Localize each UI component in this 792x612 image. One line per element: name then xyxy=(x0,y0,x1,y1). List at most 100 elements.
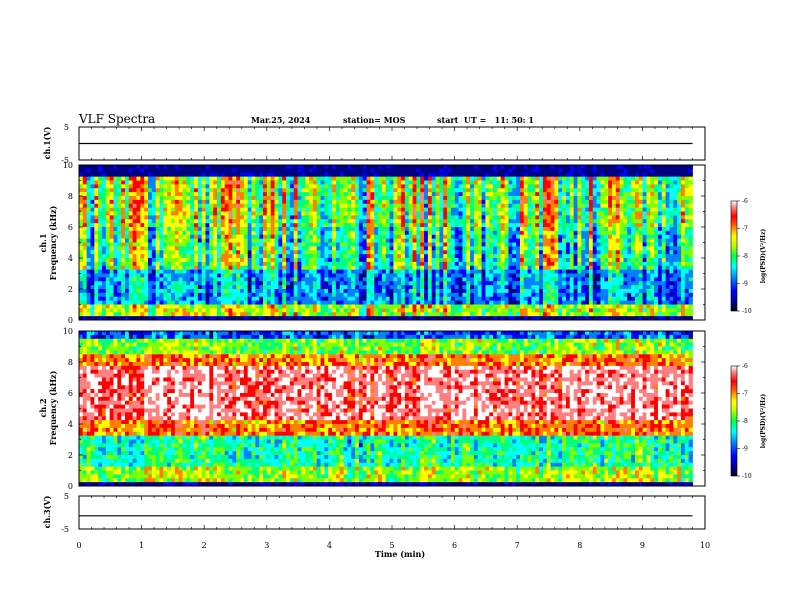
spectrogram-cell xyxy=(140,258,145,263)
spectrogram-cell xyxy=(439,223,444,228)
spectrogram-cell xyxy=(508,196,513,201)
spectrogram-cell xyxy=(305,207,310,212)
spectrogram-cell xyxy=(473,230,479,236)
spectrogram-cell xyxy=(220,261,226,267)
spectrogram-cell xyxy=(98,180,103,185)
spectrogram-cell xyxy=(301,165,306,170)
spectrogram-cell xyxy=(159,265,164,271)
spectrogram-cell xyxy=(128,246,134,251)
spectrogram-cell xyxy=(397,296,402,302)
spectrogram-cell xyxy=(316,192,321,197)
spectrogram-cell xyxy=(209,184,214,189)
spectrogram-cell xyxy=(132,230,137,236)
spectrogram-cell xyxy=(102,312,107,317)
spectrogram-cell xyxy=(320,180,325,185)
spectrogram-cell xyxy=(144,230,149,236)
spectrogram-cell xyxy=(86,273,91,278)
spectrogram-cell xyxy=(420,312,425,317)
spectrogram-cell xyxy=(190,289,195,294)
spectrogram-cell xyxy=(355,312,360,317)
spectrogram-cell xyxy=(232,227,237,232)
spectrogram-cell xyxy=(320,277,325,282)
spectrogram-cell xyxy=(493,203,498,209)
spectrogram-cell xyxy=(523,219,528,224)
spectrogram-cell xyxy=(408,192,413,197)
spectrogram-cell xyxy=(339,223,344,228)
spectrogram-cell xyxy=(527,308,532,313)
spectrogram-cell xyxy=(140,168,145,174)
spectrogram-cell xyxy=(297,223,302,228)
spectrogram-cell xyxy=(86,219,91,224)
spectrogram-cell xyxy=(121,281,126,286)
spectrogram-cell xyxy=(197,312,203,317)
spectrogram-cell xyxy=(102,250,107,255)
spectrogram-cell xyxy=(454,300,459,305)
spectrogram-cell xyxy=(228,300,233,305)
spectrogram-cell xyxy=(140,207,145,212)
spectrogram-cell xyxy=(500,289,505,294)
spectrogram-cell xyxy=(316,215,321,220)
spectrogram-cell xyxy=(125,304,130,309)
spectrogram-cell xyxy=(159,292,164,298)
spectrogram-cell xyxy=(416,273,421,278)
spectrogram-cell xyxy=(159,234,164,240)
spectrogram-cell xyxy=(82,196,88,201)
spectrogram-cell xyxy=(378,292,383,298)
spectrogram-cell xyxy=(113,192,118,197)
spectrogram-cell xyxy=(424,277,429,282)
spectrogram-cell xyxy=(378,250,383,255)
spectrogram-cell xyxy=(508,203,513,209)
spectrogram-cell xyxy=(305,199,310,205)
spectrogram-cell xyxy=(121,184,126,189)
spectrogram-cell xyxy=(90,292,95,298)
spectrogram-cell xyxy=(148,172,153,178)
spectrogram-cell xyxy=(167,304,172,309)
spectrogram-cell xyxy=(450,184,456,189)
spectrogram-cell xyxy=(512,196,517,201)
spectrogram-cell xyxy=(182,285,187,290)
spectrogram-cell xyxy=(305,192,310,197)
spectrogram-cell xyxy=(458,300,463,305)
spectrogram-cell xyxy=(389,261,394,267)
spectrogram-cell xyxy=(393,180,398,185)
spectrogram-cell xyxy=(79,304,84,309)
spectrogram-cell xyxy=(209,215,214,220)
spectrogram-cell xyxy=(155,184,160,189)
spectrogram-cell xyxy=(220,176,226,181)
spectrogram-cell xyxy=(339,184,344,189)
spectrogram-cell xyxy=(240,192,245,197)
spectrogram-cell xyxy=(470,277,475,282)
spectrogram-cell xyxy=(412,265,417,271)
spectrogram-cell xyxy=(516,227,521,232)
spectrogram-cell xyxy=(466,184,471,189)
spectrogram-cell xyxy=(297,308,302,313)
spectrogram-cell xyxy=(190,312,195,317)
spectrogram-cell xyxy=(266,292,272,298)
spectrogram-cell xyxy=(362,238,367,243)
spectrogram-cell xyxy=(412,292,417,298)
spectrogram-cell xyxy=(489,277,494,282)
spectrogram-cell xyxy=(473,207,479,212)
spectrogram-cell xyxy=(270,234,275,240)
spectrogram-cell xyxy=(90,254,95,259)
spectrogram-cell xyxy=(289,238,295,243)
spectrogram-cell xyxy=(117,207,122,212)
spectrogram-cell xyxy=(389,296,394,302)
spectrogram-cell xyxy=(378,273,383,278)
spectrogram-cell xyxy=(255,192,260,197)
spectrogram-cell xyxy=(508,246,513,251)
spectrogram-cell xyxy=(358,265,364,271)
spectrogram-cell xyxy=(393,227,398,232)
spectrogram-cell xyxy=(485,258,490,263)
spectrogram-cell xyxy=(416,219,421,224)
spectrogram-cell xyxy=(347,203,352,209)
spectrogram-cell xyxy=(274,316,279,321)
spectrogram-cell xyxy=(301,180,306,185)
spectrogram-cell xyxy=(86,223,91,228)
spectrogram-cell xyxy=(178,238,183,243)
spectrogram-cell xyxy=(309,254,314,259)
spectrogram-cell xyxy=(542,234,548,240)
spectrogram-cell xyxy=(493,312,498,317)
spectrogram-cell xyxy=(297,304,302,309)
spectrogram-cell xyxy=(500,300,505,305)
